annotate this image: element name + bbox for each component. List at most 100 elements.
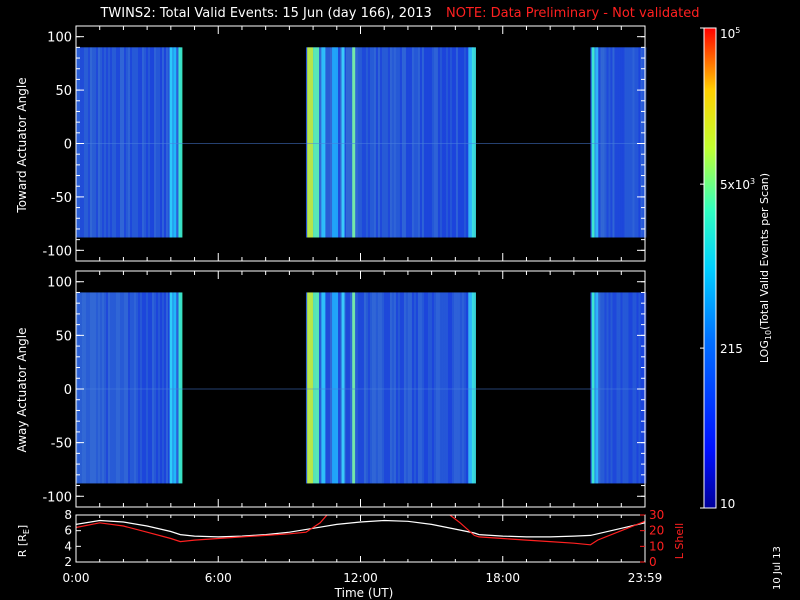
- texture-stripe: [616, 292, 619, 484]
- texture-stripe: [632, 292, 635, 484]
- texture-stripe: [78, 292, 80, 484]
- colorbar-gradient: [704, 28, 716, 508]
- texture-stripe: [608, 47, 611, 238]
- texture-stripe: [590, 47, 593, 238]
- texture-stripe: [363, 292, 366, 484]
- texture-stripe: [154, 47, 156, 238]
- texture-stripe: [405, 292, 408, 484]
- texture-stripe: [140, 47, 142, 238]
- texture-stripe: [96, 292, 98, 484]
- texture-stripe: [148, 47, 150, 238]
- streak: [595, 292, 599, 484]
- texture-stripe: [164, 292, 166, 484]
- texture-stripe: [427, 292, 430, 484]
- title-main: TWINS2: Total Valid Events: 15 Jun (day …: [100, 6, 432, 21]
- texture-stripe: [443, 292, 446, 484]
- texture-stripe: [415, 292, 418, 484]
- texture-stripe: [459, 292, 462, 484]
- texture-stripe: [401, 292, 404, 484]
- texture-stripe: [433, 47, 436, 238]
- texture-stripe: [463, 47, 466, 238]
- texture-stripe: [377, 292, 380, 484]
- texture-stripe: [102, 47, 104, 238]
- texture-stripe: [162, 47, 164, 238]
- texture-stripe: [393, 47, 396, 238]
- streak: [468, 292, 473, 484]
- texture-stripe: [359, 292, 362, 484]
- texture-stripe: [429, 292, 432, 484]
- texture-stripe: [413, 47, 416, 238]
- texture-stripe: [437, 47, 440, 238]
- texture-stripe: [94, 292, 96, 484]
- texture-stripe: [162, 292, 164, 484]
- texture-stripe: [369, 292, 372, 484]
- chart-title: TWINS2: Total Valid Events: 15 Jun (day …: [0, 6, 800, 21]
- away-heatmap-panel: 100 50 0 -50 -100: [42, 270, 647, 508]
- texture-stripe: [407, 47, 410, 238]
- colorbar-tick-label: 10: [720, 497, 735, 511]
- texture-stripe: [626, 47, 629, 238]
- texture-stripe: [86, 47, 88, 238]
- texture-stripe: [610, 292, 613, 484]
- texture-stripe: [620, 292, 623, 484]
- right-y-tick-label: 10: [649, 539, 664, 553]
- texture-stripe: [399, 47, 402, 238]
- streak: [321, 47, 326, 238]
- texture-stripe: [638, 292, 641, 484]
- texture-stripe: [401, 47, 404, 238]
- texture-stripe: [142, 292, 144, 484]
- texture-stripe: [377, 47, 380, 238]
- texture-stripe: [445, 292, 448, 484]
- texture-stripe: [120, 47, 122, 238]
- texture-stripe: [413, 292, 416, 484]
- texture-stripe: [319, 47, 322, 238]
- texture-stripe: [361, 47, 364, 238]
- texture-stripe: [451, 292, 454, 484]
- texture-stripe: [367, 47, 370, 238]
- texture-stripe: [640, 292, 643, 484]
- texture-stripe: [118, 292, 120, 484]
- texture-stripe: [391, 47, 394, 238]
- texture-stripe: [168, 292, 170, 484]
- texture-stripe: [421, 292, 424, 484]
- texture-stripe: [357, 47, 360, 238]
- texture-stripe: [600, 292, 603, 484]
- texture-stripe: [604, 47, 607, 238]
- texture-stripe: [124, 47, 126, 238]
- streak: [178, 47, 183, 238]
- texture-stripe: [381, 47, 384, 238]
- texture-stripe: [425, 47, 428, 238]
- texture-stripe: [112, 292, 114, 484]
- texture-stripe: [88, 292, 90, 484]
- texture-stripe: [435, 47, 438, 238]
- texture-stripe: [435, 292, 438, 484]
- texture-stripe: [373, 292, 376, 484]
- lshell-line: [76, 515, 328, 543]
- texture-stripe: [152, 47, 154, 238]
- colorbar: 105 5x103 215 10: [700, 26, 755, 511]
- texture-stripe: [612, 47, 615, 238]
- orbit-lines: [76, 515, 645, 546]
- texture-stripe: [82, 47, 84, 238]
- texture-stripe: [122, 292, 124, 484]
- texture-stripe: [624, 47, 627, 238]
- texture-stripe: [634, 292, 637, 484]
- texture-stripe: [423, 47, 426, 238]
- texture-stripe: [381, 292, 384, 484]
- texture-stripe: [411, 292, 414, 484]
- streak: [332, 292, 339, 484]
- texture-stripe: [126, 47, 128, 238]
- texture-stripe: [447, 292, 450, 484]
- texture-stripe: [622, 292, 625, 484]
- texture-stripe: [339, 47, 342, 238]
- texture-stripe: [325, 47, 328, 238]
- texture-stripe: [371, 292, 374, 484]
- texture-stripe: [457, 47, 460, 238]
- texture-stripe: [640, 47, 643, 238]
- texture-stripe: [431, 47, 434, 238]
- texture-stripe: [383, 47, 386, 238]
- streak: [321, 292, 326, 484]
- texture-stripe: [132, 47, 134, 238]
- texture-stripe: [367, 292, 370, 484]
- texture-stripe: [361, 292, 364, 484]
